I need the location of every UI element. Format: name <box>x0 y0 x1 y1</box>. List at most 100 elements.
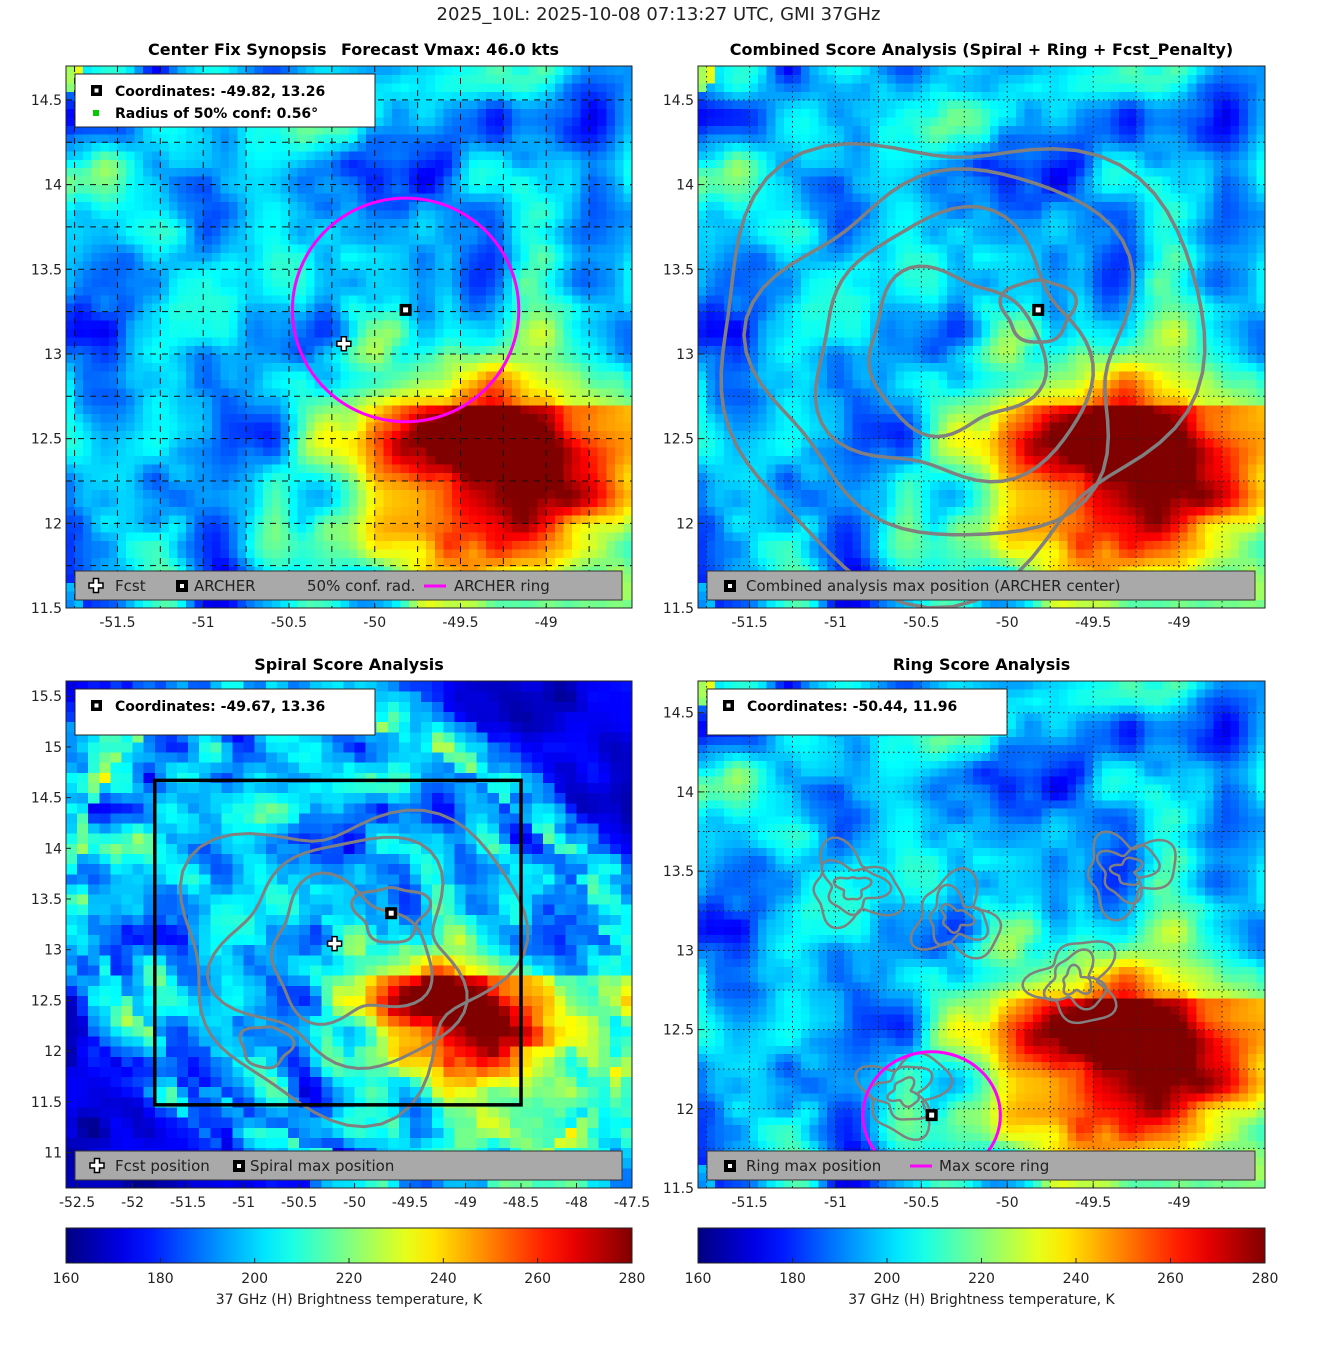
info-box <box>74 73 376 128</box>
spiral-box <box>153 778 523 1107</box>
heatmap-cells <box>698 66 1265 608</box>
x-tick-label: -51 <box>232 1195 255 1211</box>
colorbar-tick-label: 220 <box>336 1271 363 1287</box>
x-tick-label: -51 <box>192 615 215 631</box>
y-tick-label: 12 <box>676 1102 694 1118</box>
y-tick-label: 15 <box>44 740 62 756</box>
colorbar-tick-label: 260 <box>524 1271 551 1287</box>
panel-title-right: Forecast Vmax: 46.0 kts <box>341 40 559 59</box>
info-text: Coordinates: -49.67, 13.36 <box>115 699 325 715</box>
y-tick-label: 14.5 <box>663 706 694 722</box>
legend-box <box>706 570 1256 601</box>
x-tick-label: -49.5 <box>1075 1195 1111 1211</box>
colorbar-tick-label: 280 <box>619 1271 646 1287</box>
panel-title: Spiral Score Analysis <box>254 655 444 674</box>
legend-fcst-marker <box>88 577 104 594</box>
y-tick-label: 13.5 <box>31 262 62 278</box>
y-tick-label: 14 <box>44 841 62 857</box>
panel-title-left: Center Fix Synopsis <box>148 40 327 59</box>
contour-line <box>1042 948 1108 1011</box>
x-tick-label: -50.5 <box>903 1195 939 1211</box>
y-tick-label: 11.5 <box>31 1095 62 1111</box>
legend-label: ARCHER <box>194 577 256 595</box>
colorbar-tick-label: 200 <box>874 1271 901 1287</box>
contour-line <box>886 1076 921 1109</box>
legend-label: Fcst <box>115 577 146 595</box>
legend-label: Spiral max position <box>250 1157 394 1175</box>
y-tick-label: 14.5 <box>31 791 62 807</box>
contour-line <box>719 141 1207 608</box>
x-tick-label: -51 <box>824 615 847 631</box>
contour-line <box>909 867 1003 960</box>
x-tick-label: -49 <box>535 615 558 631</box>
y-tick-label: 11.5 <box>31 601 62 617</box>
legend-max-inner <box>728 584 732 588</box>
fcst-position-marker <box>336 336 352 352</box>
contour-line <box>1108 856 1144 887</box>
y-tick-label: 15.5 <box>31 689 62 705</box>
legend-box <box>74 570 623 601</box>
legend-spiral-inner <box>237 1164 241 1168</box>
y-tick-label: 13.5 <box>31 892 62 908</box>
heatmap-cells <box>66 681 632 1188</box>
ring-max-marker-inner <box>929 1112 935 1118</box>
colorbar-label: 37 GHz (H) Brightness temperature, K <box>216 1292 483 1308</box>
legend-fcst-marker <box>89 1157 105 1174</box>
spiral-max-marker-inner <box>388 910 394 916</box>
figure-title: 2025_10L: 2025-10-08 07:13:27 UTC, GMI 3… <box>436 4 881 25</box>
contour-line <box>1095 844 1161 905</box>
y-tick-label: 13 <box>44 943 62 959</box>
legend-label: 50% conf. rad. <box>307 577 415 595</box>
legend-ringmax-inner <box>728 1164 732 1168</box>
x-tick-label: -49 <box>1168 615 1191 631</box>
contour-line <box>998 278 1079 344</box>
panel-title: Ring Score Analysis <box>893 655 1071 674</box>
legend-label: Max score ring <box>939 1157 1049 1175</box>
y-tick-label: 12 <box>44 516 62 532</box>
y-tick-label: 13 <box>676 943 694 959</box>
y-tick-label: 13.5 <box>663 864 694 880</box>
y-tick-label: 13.5 <box>663 262 694 278</box>
x-tick-label: -50.5 <box>281 1195 317 1211</box>
contour-line <box>1021 940 1118 1025</box>
contour-line <box>270 871 434 1026</box>
panel-bottom-left: -52.5 -52 -51.5 -51 -50.5 -50 -49.5 -49 -48.5 -48… <box>31 655 650 1211</box>
y-tick-label: 11.5 <box>663 601 694 617</box>
x-tick-label: -50 <box>343 1195 366 1211</box>
x-tick-label: -52.5 <box>59 1195 95 1211</box>
contour-line <box>940 902 976 935</box>
info-box <box>706 688 1008 736</box>
colorbar-tick-label: 220 <box>968 1271 995 1287</box>
colorbar: 160 180 200 220 240 260 280 37 GHz (H) Brightne… <box>685 1227 1278 1308</box>
y-tick-label: 12.5 <box>31 432 62 448</box>
panel-top-right: -51.5 -51 -50.5 -50 -49.5 -49 11.5 12 12.5 13 13.5… <box>663 40 1266 631</box>
y-tick-label: 13 <box>676 347 694 363</box>
x-tick-label: -49.5 <box>442 615 478 631</box>
contour-line <box>742 167 1135 537</box>
contour-line <box>812 836 906 930</box>
contour-line <box>205 835 469 1071</box>
colorbar-gradient <box>65 1227 633 1264</box>
heatmap-cells <box>66 66 632 608</box>
info-marker-inner <box>726 703 731 708</box>
legend-label: Fcst position <box>115 1157 210 1175</box>
x-tick-label: -51.5 <box>99 615 135 631</box>
y-tick-label: 12.5 <box>31 993 62 1009</box>
contour-line <box>867 264 1049 439</box>
x-tick-label: -47.5 <box>614 1195 650 1211</box>
y-tick-label: 12.5 <box>663 1023 694 1039</box>
panel-top-left: -51.5 -51 -50.5 -50 -49.5 -49 11.5 12 12.5 13 13.5… <box>31 40 633 631</box>
panel-bottom-right: -51.5 -51 -50.5 -50 -49.5 -49 11.5 12 12.5 13 13.5… <box>663 655 1266 1211</box>
info-marker-inner <box>94 703 99 708</box>
legend-label: Ring max position <box>746 1157 881 1175</box>
colorbar-tick-label: 260 <box>1157 1271 1184 1287</box>
axes-frame <box>65 680 633 1189</box>
contour-line <box>928 883 990 947</box>
colorbar-tick-label: 180 <box>779 1271 806 1287</box>
conf-dot <box>93 110 99 116</box>
legend-label: Combined analysis max position (ARCHER c… <box>746 577 1120 595</box>
x-tick-label: -51.5 <box>731 615 767 631</box>
legend-box <box>74 1150 623 1181</box>
x-tick-label: -50 <box>996 615 1019 631</box>
